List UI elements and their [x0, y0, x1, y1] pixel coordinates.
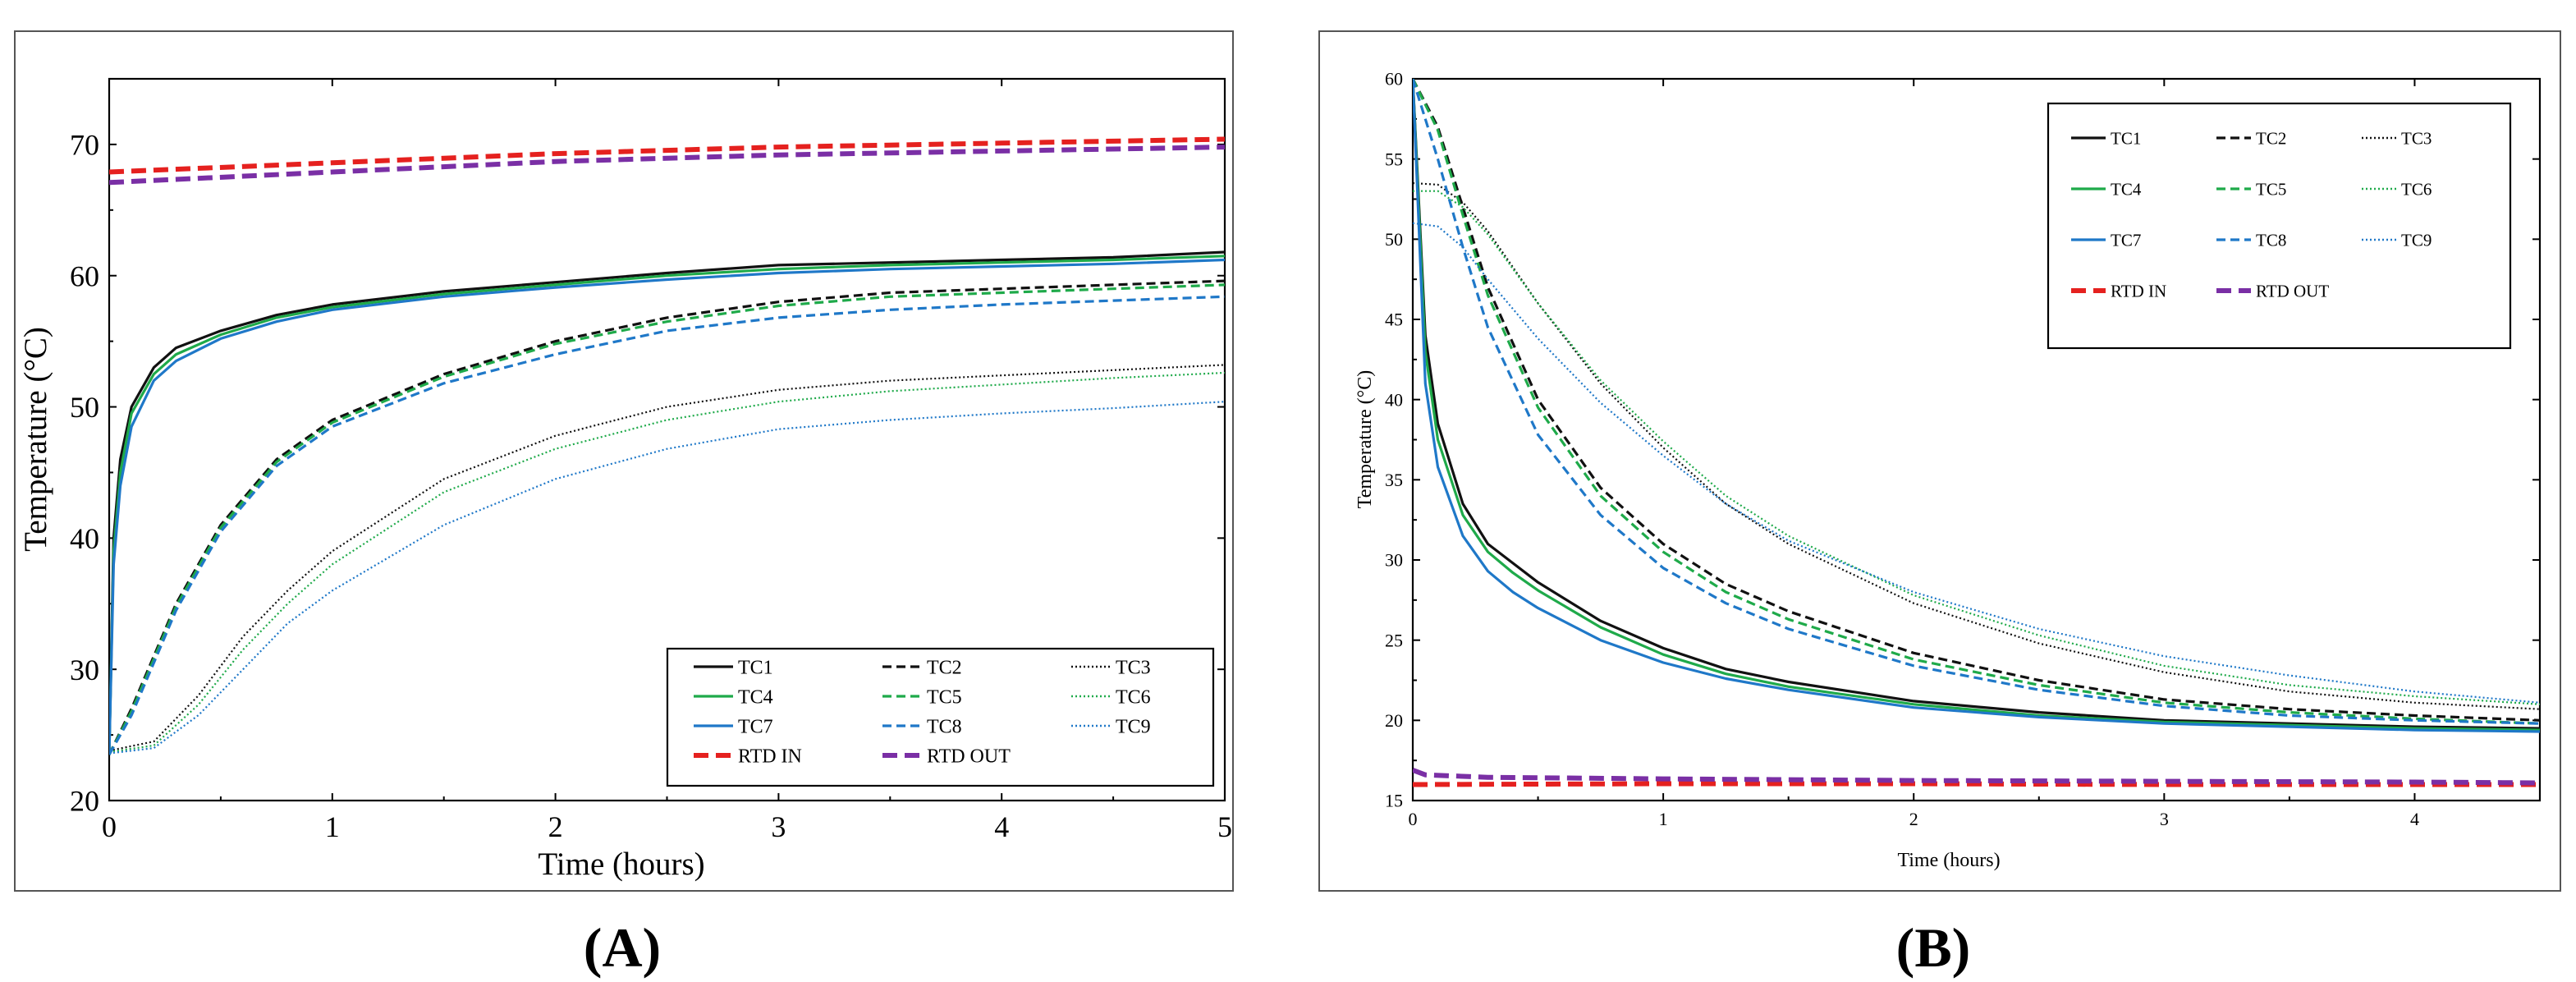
legend-label-tc2: TC2	[927, 657, 962, 678]
panel-a-xlabel: Time (hours)	[538, 847, 704, 882]
legend-label-tc4: TC4	[738, 686, 773, 708]
series-group	[1413, 79, 2540, 787]
legend-label-tc7: TC7	[2111, 230, 2141, 250]
panel-b-plot: 15 20 25 30 35 40 45 50 55 60 0 1 2 3 4	[1385, 69, 2542, 829]
legend-label-tc5: TC5	[2256, 179, 2286, 199]
x-tick-label: 5	[1217, 810, 1232, 843]
legend-label-tc9: TC9	[1116, 716, 1151, 737]
panel-b-legend: TC1 TC2 TC3 TC4 TC5 TC6 TC7 TC8 TC9 RTD IN RTD OUT	[2047, 102, 2512, 350]
legend-label-tc2: TC2	[2256, 128, 2286, 148]
series-group	[109, 136, 1225, 755]
x-tick-label: 2	[548, 810, 563, 843]
panel-a-ylabel: Temperature (°C)	[18, 327, 53, 552]
y-tick-label: 70	[70, 129, 99, 162]
series-line-rtd-out	[109, 145, 1225, 186]
legend-label-tc6: TC6	[2401, 179, 2432, 199]
y-tick-label: 60	[1385, 69, 1403, 89]
legend-label-rtd-out: RTD OUT	[927, 746, 1011, 767]
y-tick-label: 55	[1385, 149, 1403, 169]
y-tick-label: 60	[70, 259, 99, 292]
legend-label-tc7: TC7	[738, 716, 773, 737]
series-line-tc8	[109, 295, 1225, 755]
y-tick-label: 35	[1385, 470, 1403, 490]
series-line-tc1	[1413, 79, 2540, 730]
y-tick-label: 40	[70, 522, 99, 555]
series-line-tc8	[1413, 79, 2540, 725]
legend-label-tc8: TC8	[2256, 230, 2286, 250]
y-tick-label: 40	[1385, 389, 1403, 410]
x-tick-label: 1	[325, 810, 340, 843]
legend-label-tc4: TC4	[2111, 179, 2142, 199]
series-line-rtd-out	[1413, 768, 2540, 786]
panel-b-ylabel: Temperature (°C)	[1354, 370, 1376, 509]
x-tick-label: 4	[2410, 809, 2419, 829]
legend-box	[666, 647, 1215, 787]
series-line-rtd-in	[109, 136, 1225, 175]
x-tick-label: 3	[771, 810, 786, 843]
legend-label-tc9: TC9	[2401, 230, 2432, 250]
series-line-tc2	[1413, 79, 2540, 722]
y-tick-label: 15	[1385, 791, 1403, 811]
series-line-tc4	[109, 255, 1225, 755]
series-line-tc6	[109, 371, 1225, 753]
series-line-tc9	[1413, 222, 2540, 704]
legend-label-rtd-in: RTD IN	[2111, 281, 2166, 301]
y-tick-label: 50	[70, 391, 99, 424]
x-tick-label: 1	[1659, 809, 1668, 829]
legend-label-tc3: TC3	[1116, 657, 1151, 678]
x-tick-label: 0	[1409, 809, 1418, 829]
series-line-tc6	[1413, 190, 2540, 705]
series-line-tc3	[1413, 181, 2540, 710]
x-tick-label: 2	[1909, 809, 1918, 829]
x-tick-label: 0	[102, 810, 117, 843]
y-tick-label: 25	[1385, 630, 1403, 650]
y-tick-label: 20	[1385, 710, 1403, 731]
panel-a-chart: 20 30 40 50 60 70 0 1 2 3 4 5 Time (hours) Temperat…	[14, 30, 1234, 892]
x-tick-label: 3	[2160, 809, 2169, 829]
panel-b-xlabel: Time (hours)	[1897, 850, 2000, 871]
y-tick-label: 30	[70, 654, 99, 686]
legend-label-tc1: TC1	[738, 657, 773, 678]
legend-label-rtd-out: RTD OUT	[2256, 281, 2329, 301]
series-line-tc1	[109, 250, 1225, 755]
legend-label-tc1: TC1	[2111, 128, 2141, 148]
series-line-tc5	[1413, 79, 2540, 725]
panel-a-legend: TC1 TC2 TC3 TC4 TC5 TC6 TC7 TC8 TC9 RTD IN RTD OUT	[666, 647, 1215, 787]
x-tick-label: 4	[994, 810, 1009, 843]
series-line-tc7	[109, 258, 1225, 755]
legend-label-tc5: TC5	[927, 686, 962, 708]
legend-label-tc8: TC8	[927, 716, 962, 737]
panel-a-label: (A)	[584, 916, 661, 979]
series-line-tc9	[109, 401, 1225, 755]
legend-label-tc6: TC6	[1116, 686, 1151, 708]
y-tick-label: 50	[1385, 229, 1403, 250]
panel-b-label: (B)	[1896, 916, 1971, 979]
y-tick-label: 20	[70, 785, 99, 818]
y-tick-label: 45	[1385, 310, 1403, 330]
legend-label-rtd-in: RTD IN	[738, 746, 802, 767]
series-line-tc7	[1413, 79, 2540, 733]
panel-b-chart: 15 20 25 30 35 40 45 50 55 60 0 1 2 3 4 Time (hours) T…	[1318, 30, 2561, 892]
panel-a-plot: 20 30 40 50 60 70 0 1 2 3 4 5	[70, 77, 1232, 843]
legend-label-tc3: TC3	[2401, 128, 2432, 148]
series-line-tc4	[1413, 79, 2540, 732]
y-tick-label: 30	[1385, 550, 1403, 571]
legend-box	[2047, 102, 2512, 350]
